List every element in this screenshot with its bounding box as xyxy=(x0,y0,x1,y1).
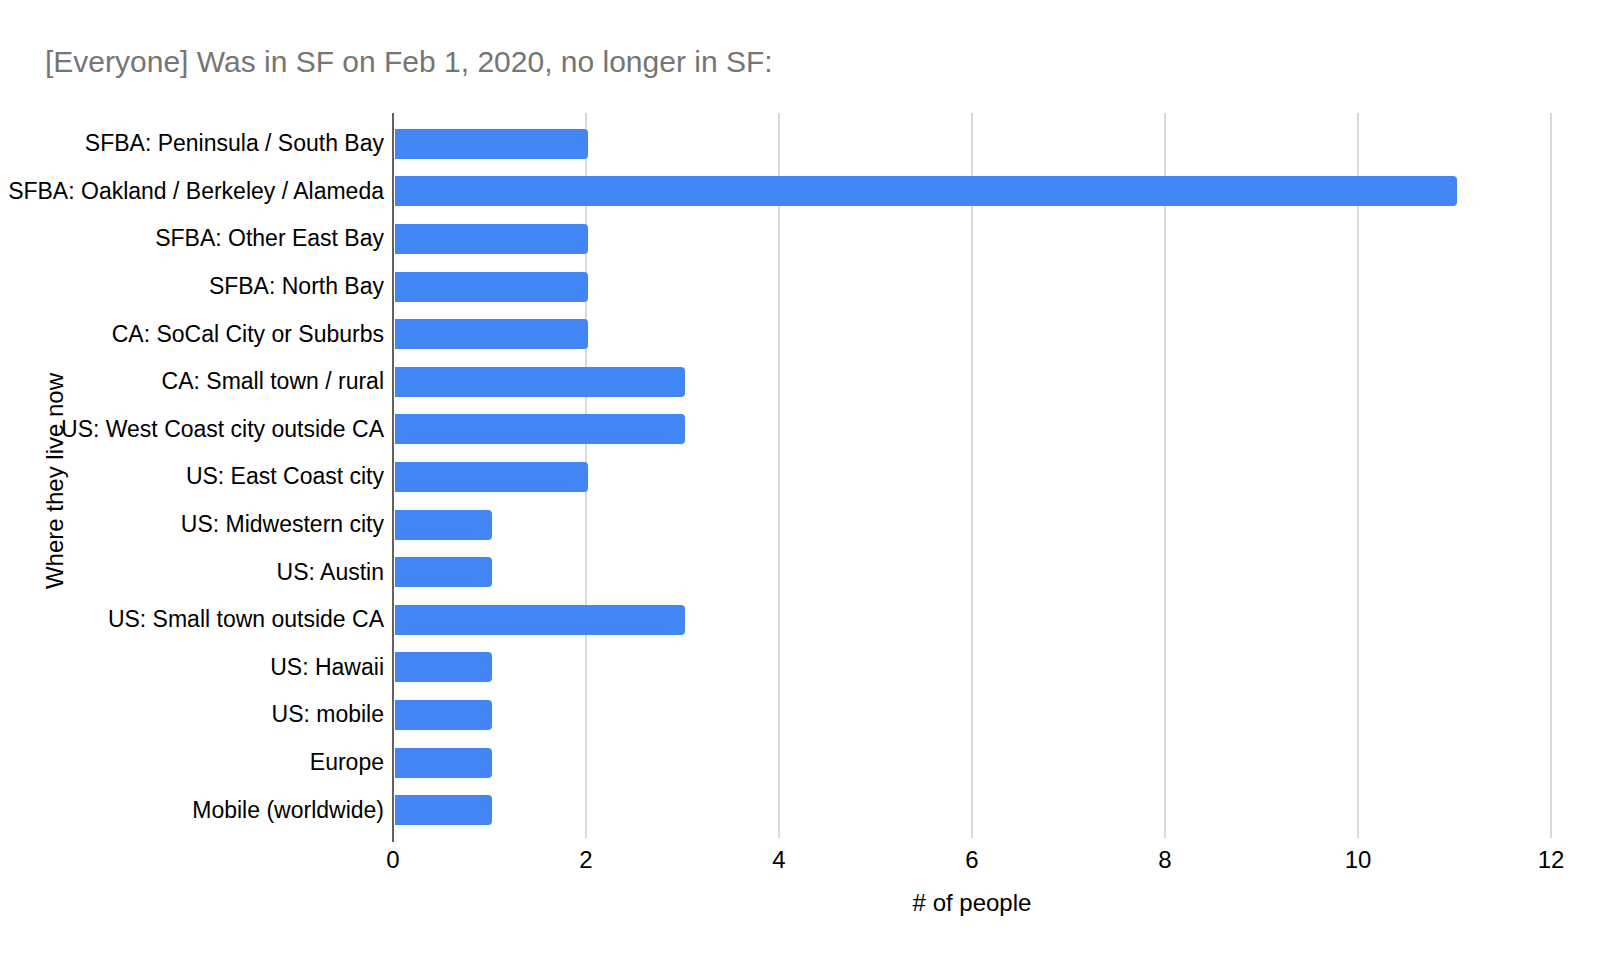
bar[interactable] xyxy=(395,748,492,778)
bar[interactable] xyxy=(395,129,588,159)
category-labels: SFBA: Peninsula / South BaySFBA: Oakland… xyxy=(0,120,384,834)
category-label: CA: Small town / rural xyxy=(0,358,384,406)
category-label: SFBA: North Bay xyxy=(0,263,384,311)
gridline xyxy=(778,113,780,838)
x-tick-label: 10 xyxy=(1345,846,1372,874)
bar[interactable] xyxy=(395,605,685,635)
category-label: US: Austin xyxy=(0,548,384,596)
gridline xyxy=(971,113,973,838)
x-axis-title: # of people xyxy=(913,889,1032,917)
x-tick-label: 4 xyxy=(772,846,785,874)
plot-area xyxy=(393,113,1553,842)
category-label: US: mobile xyxy=(0,691,384,739)
category-label: CA: SoCal City or Suburbs xyxy=(0,310,384,358)
bar[interactable] xyxy=(395,367,685,397)
category-label: US: Midwestern city xyxy=(0,501,384,549)
bar[interactable] xyxy=(395,414,685,444)
category-label: Mobile (worldwide) xyxy=(0,786,384,834)
category-label: US: Hawaii xyxy=(0,644,384,692)
bar[interactable] xyxy=(395,510,492,540)
y-axis-line xyxy=(392,113,394,842)
bar-chart: [Everyone] Was in SF on Feb 1, 2020, no … xyxy=(0,0,1600,963)
category-label: Europe xyxy=(0,739,384,787)
bar[interactable] xyxy=(395,795,492,825)
category-label: SFBA: Peninsula / South Bay xyxy=(0,120,384,168)
category-label: SFBA: Other East Bay xyxy=(0,215,384,263)
category-label: SFBA: Oakland / Berkeley / Alameda xyxy=(0,168,384,216)
x-tick-label: 12 xyxy=(1538,846,1565,874)
gridline xyxy=(1357,113,1359,838)
chart-title: [Everyone] Was in SF on Feb 1, 2020, no … xyxy=(45,44,773,80)
bar[interactable] xyxy=(395,700,492,730)
x-axis-ticks: 024681012 xyxy=(393,846,1553,876)
x-tick-label: 2 xyxy=(579,846,592,874)
x-tick-label: 6 xyxy=(965,846,978,874)
bar[interactable] xyxy=(395,319,588,349)
gridline xyxy=(1550,113,1552,838)
bar[interactable] xyxy=(395,272,588,302)
category-label: US: East Coast city xyxy=(0,453,384,501)
gridline xyxy=(1164,113,1166,838)
bar[interactable] xyxy=(395,652,492,682)
x-tick-label: 0 xyxy=(386,846,399,874)
category-label: US: West Coast city outside CA xyxy=(0,406,384,454)
bar[interactable] xyxy=(395,557,492,587)
bar[interactable] xyxy=(395,224,588,254)
bar[interactable] xyxy=(395,462,588,492)
category-label: US: Small town outside CA xyxy=(0,596,384,644)
bar[interactable] xyxy=(395,176,1457,206)
x-tick-label: 8 xyxy=(1158,846,1171,874)
